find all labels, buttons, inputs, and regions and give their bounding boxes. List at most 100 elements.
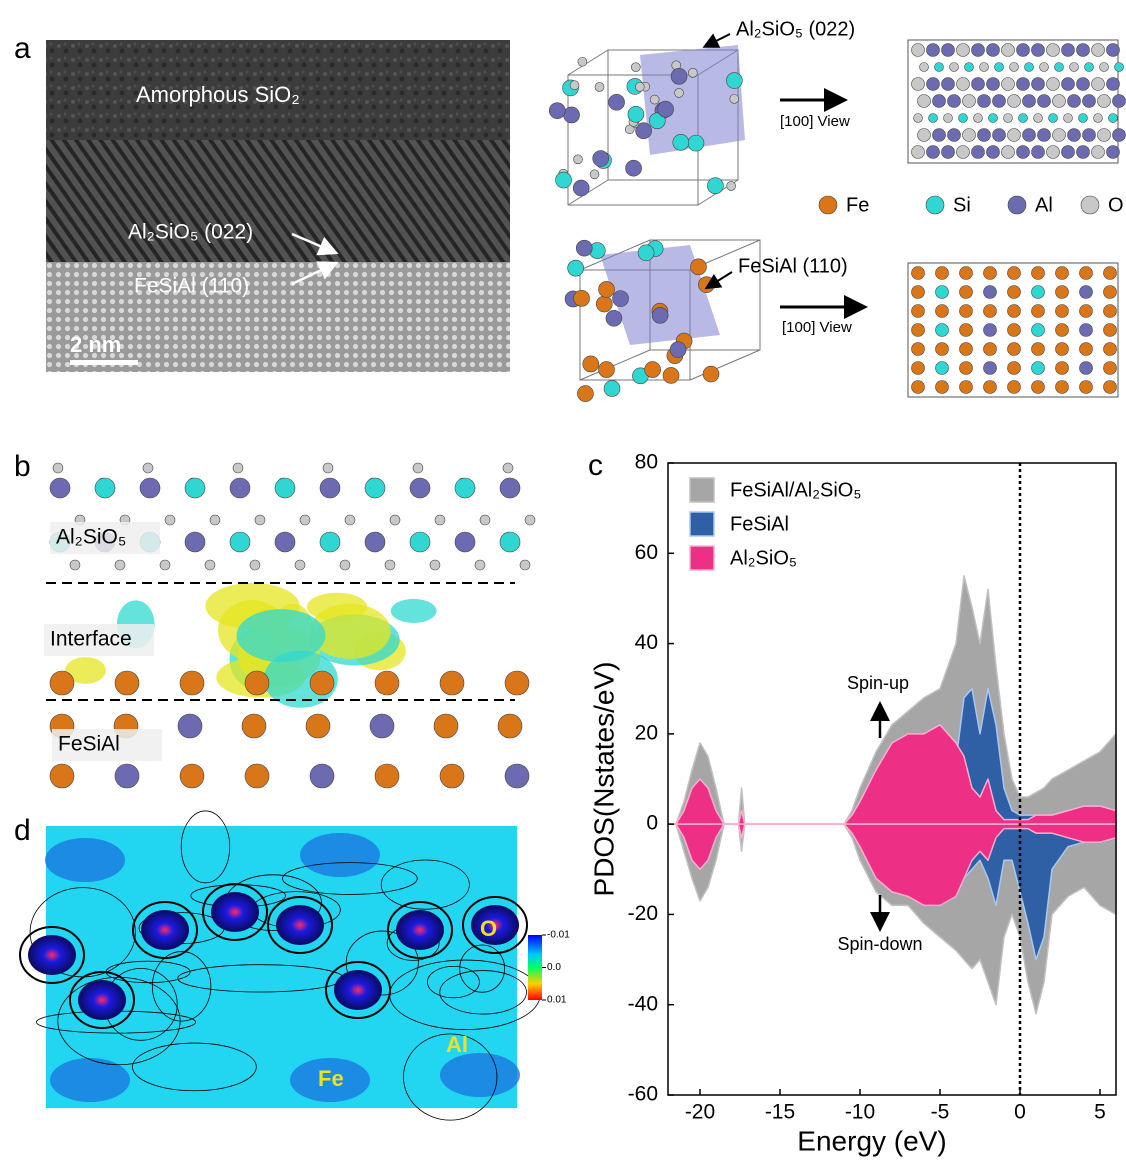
atom (455, 532, 475, 552)
atom (1025, 63, 1034, 72)
x-tick-label: -15 (765, 1101, 795, 1124)
atom (1062, 146, 1075, 159)
atom (959, 114, 968, 123)
atom (957, 146, 970, 159)
atom (984, 324, 997, 337)
atom (980, 63, 989, 72)
scale-bar (70, 360, 138, 365)
atom (989, 114, 998, 123)
atom (1008, 343, 1021, 356)
atom (320, 478, 340, 498)
atom (707, 178, 723, 194)
atom (1038, 129, 1051, 142)
atom (1104, 305, 1117, 318)
atom (978, 95, 991, 108)
atom (1077, 146, 1090, 159)
atom (1056, 267, 1069, 280)
atom (984, 362, 997, 375)
atom (912, 44, 925, 57)
atom (613, 291, 629, 307)
atom (1080, 362, 1093, 375)
atom (914, 114, 923, 123)
atom (912, 286, 925, 299)
atom (927, 78, 940, 91)
atom (1032, 324, 1045, 337)
atom (1080, 267, 1093, 280)
charge-blob (237, 609, 326, 662)
atom (987, 78, 1000, 91)
cell-edge (568, 50, 608, 75)
atom (573, 180, 589, 196)
atom (1008, 324, 1021, 337)
atom (505, 671, 529, 695)
atom (1064, 114, 1073, 123)
atom (663, 367, 679, 383)
atom (440, 671, 464, 695)
atom (727, 181, 736, 190)
atom (1034, 114, 1043, 123)
atom (972, 146, 985, 159)
atom (1056, 381, 1069, 394)
atom (165, 515, 175, 525)
atom (455, 478, 475, 498)
colorbar-label: 0.0 (547, 962, 561, 973)
atom (1002, 78, 1015, 91)
atom (673, 134, 689, 150)
atom (984, 267, 997, 280)
atom (933, 95, 946, 108)
atom (574, 290, 590, 306)
atom (974, 114, 983, 123)
atom (1107, 146, 1120, 159)
atom (950, 63, 959, 72)
atom (440, 764, 464, 788)
layer-label: FeSiAl (58, 733, 120, 756)
atom (960, 381, 973, 394)
atom (658, 101, 674, 117)
atom (912, 343, 925, 356)
atom (960, 343, 973, 356)
atom (978, 129, 991, 142)
atom (635, 82, 644, 91)
atom (819, 196, 837, 214)
atom (160, 560, 170, 570)
atom (960, 286, 973, 299)
atom (1098, 129, 1111, 142)
atom (1083, 129, 1096, 142)
atom (340, 560, 350, 570)
y-tick-label: -20 (628, 902, 658, 925)
atom (245, 671, 269, 695)
tem-label: Al₂SiO₅ (022) (128, 221, 253, 244)
atom (250, 560, 260, 570)
atom (1032, 146, 1045, 159)
atom (960, 267, 973, 280)
atom (960, 324, 973, 337)
atom (935, 63, 944, 72)
atom (503, 463, 513, 473)
atom (1080, 324, 1093, 337)
atom (1032, 343, 1045, 356)
atom (957, 44, 970, 57)
atom (1104, 324, 1117, 337)
atom (599, 281, 615, 297)
atom (1068, 129, 1081, 142)
atom (1008, 305, 1021, 318)
element-label: Si (953, 194, 971, 216)
x-tick-label: -10 (845, 1101, 875, 1124)
atom (912, 381, 925, 394)
atom (500, 532, 520, 552)
atom (920, 63, 929, 72)
atom (385, 560, 395, 570)
atom (1083, 95, 1096, 108)
atom (675, 88, 684, 97)
atom (936, 362, 949, 375)
atom (993, 95, 1006, 108)
atom (1070, 63, 1079, 72)
atom (965, 63, 974, 72)
atom (650, 95, 659, 104)
figure: a Amorphous SiO₂ Al₂SiO₅ (022) FeSiAl (1… (0, 0, 1126, 1161)
atom (556, 172, 572, 188)
atom (1047, 78, 1060, 91)
atom (1017, 78, 1030, 91)
atom (365, 478, 385, 498)
atom (628, 106, 644, 122)
